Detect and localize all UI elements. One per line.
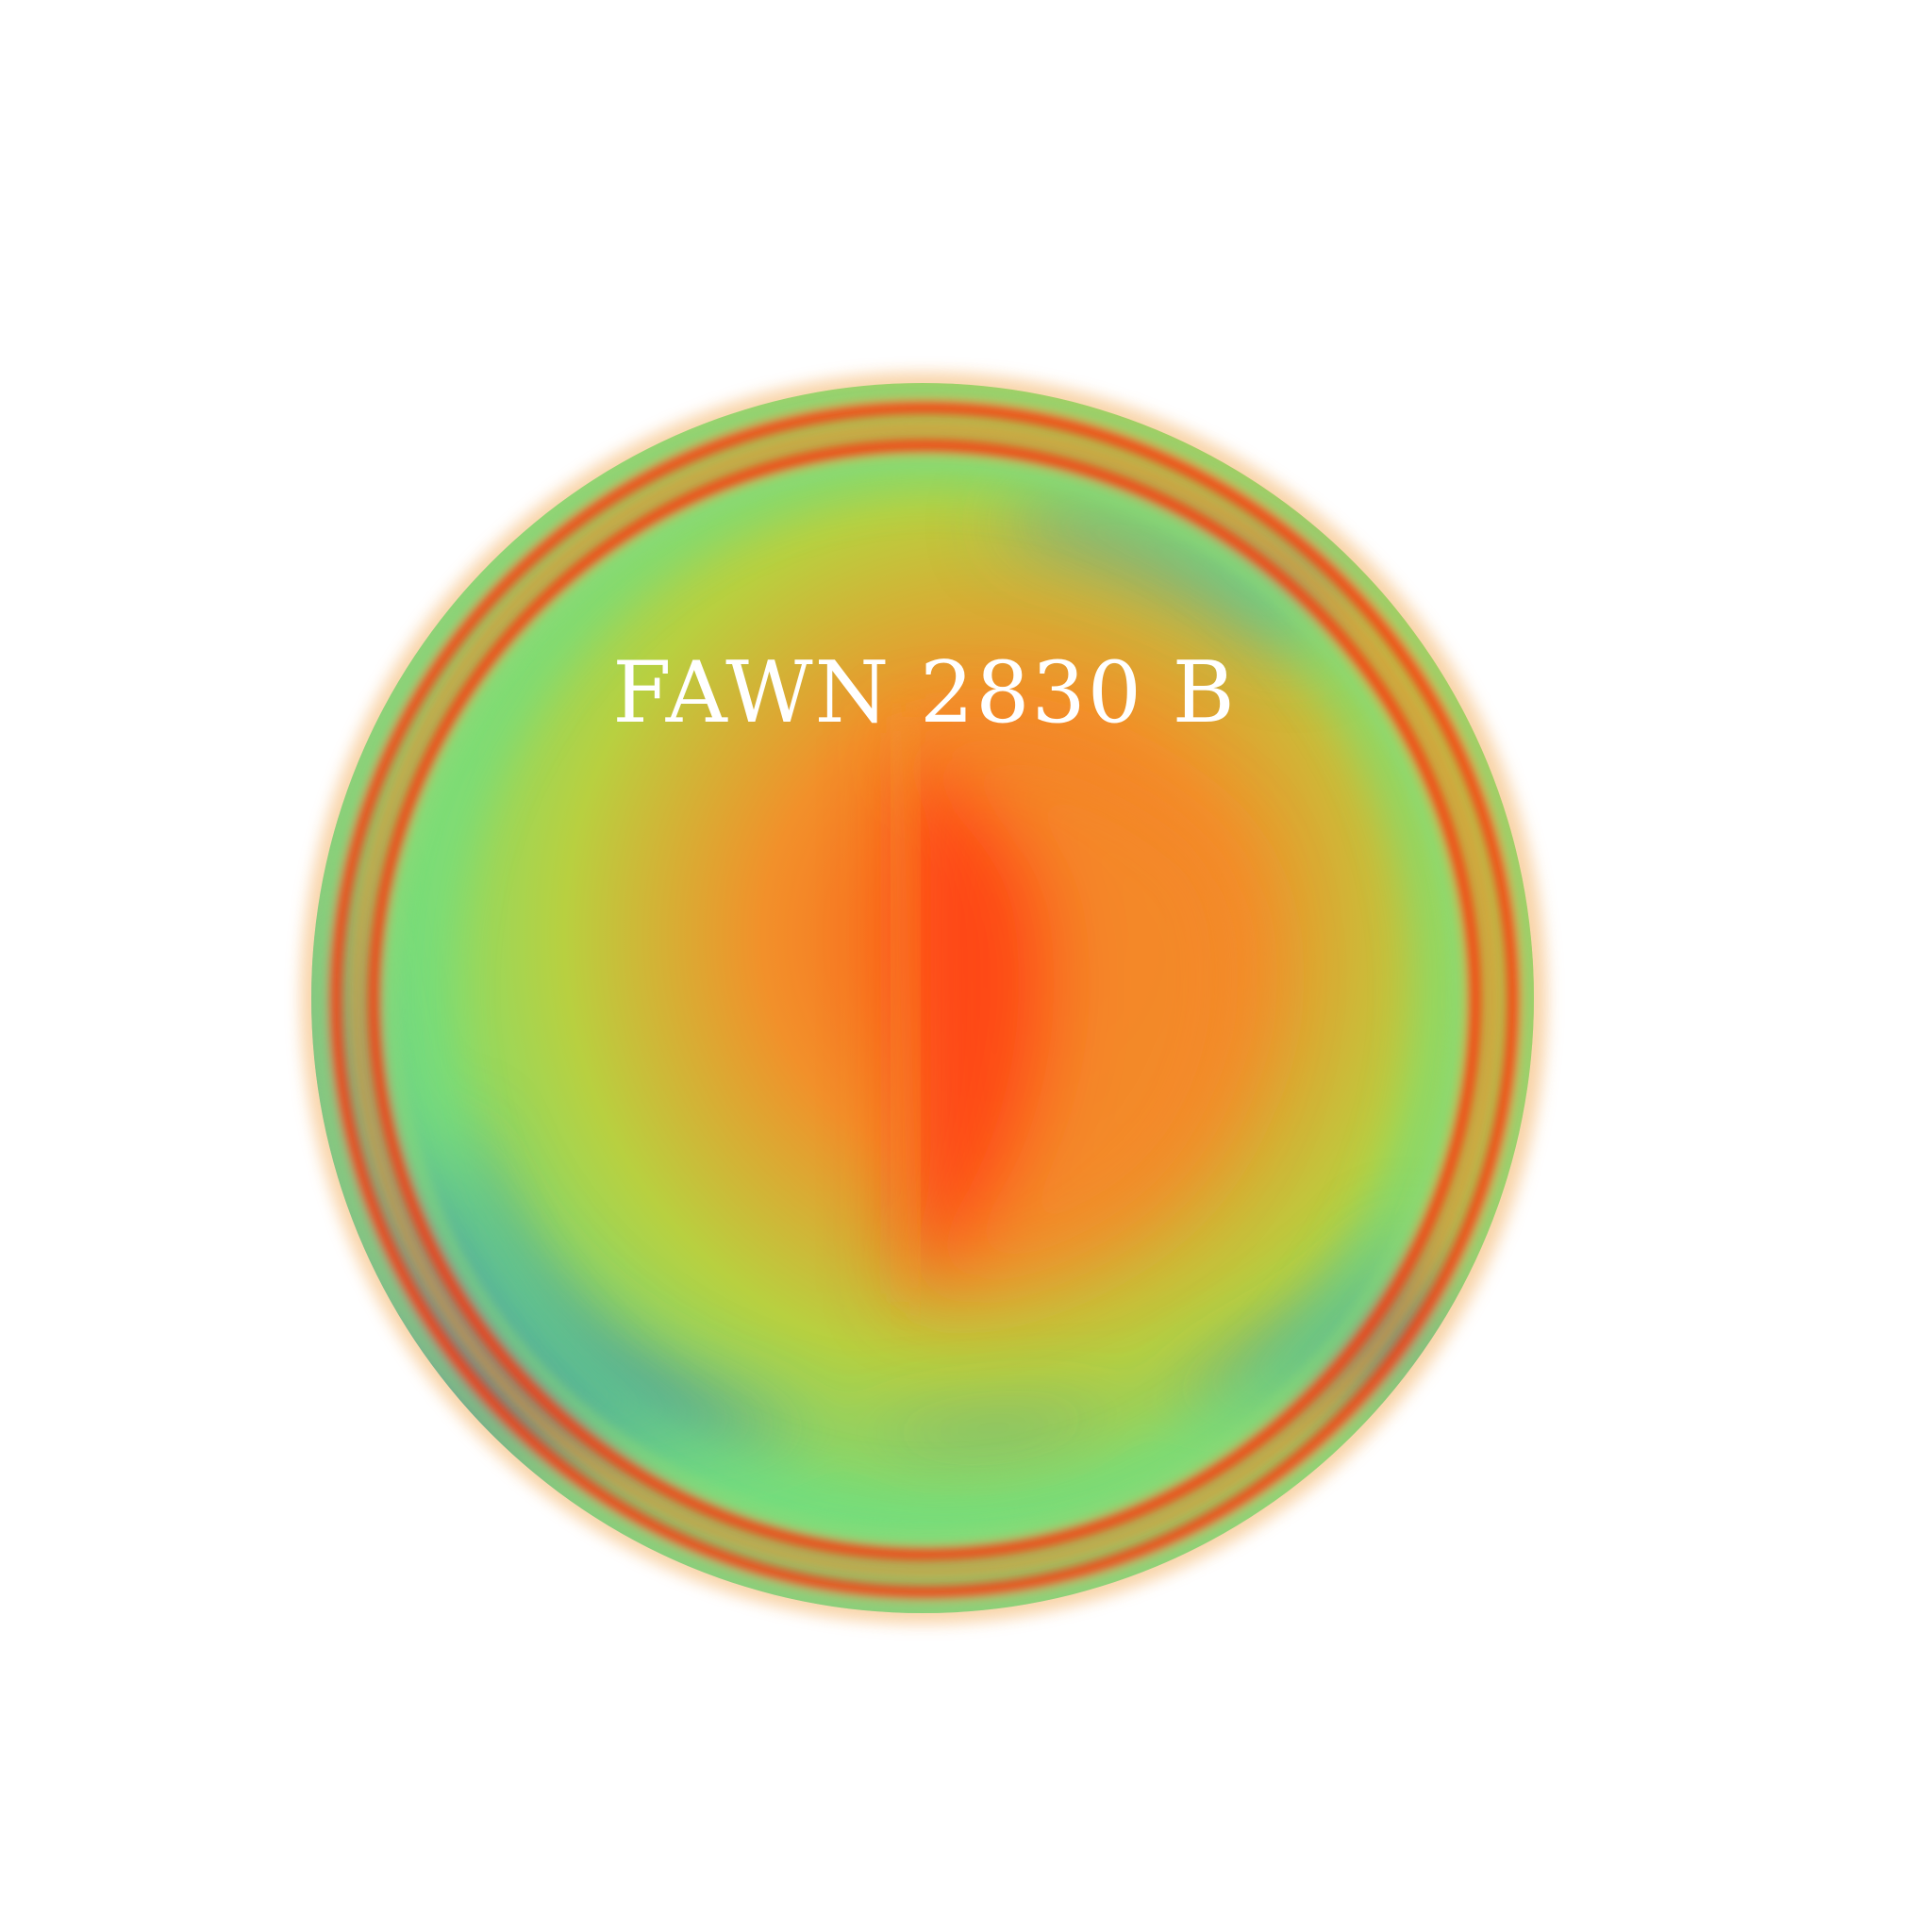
planet-edge bbox=[307, 378, 1539, 1618]
planet-disc bbox=[311, 383, 1534, 1613]
planet-name-label: FAWN 2830 B bbox=[612, 643, 1237, 742]
